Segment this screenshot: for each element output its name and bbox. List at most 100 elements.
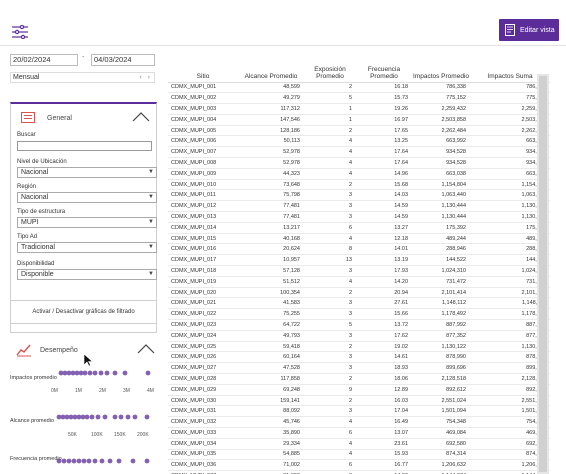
toggle-filter-charts-button[interactable]: Activar / Desactivar gráficas de filtrad… [10, 300, 157, 324]
table-row[interactable]: CDMX_MUPI_020 100,354 2 20.94 2,101,414 2,101… [168, 287, 550, 299]
cell-reach: 40,168 [238, 233, 304, 245]
end-date-input[interactable]: 04/03/2024 [91, 54, 155, 66]
cell-impacts-avg: 2,503,858 [412, 114, 470, 126]
metric-label-reach: Alcance promedio [10, 418, 55, 424]
cell-impacts-avg: 692,580 [412, 438, 470, 450]
col-header-impacts-sum[interactable]: Impactos Suma [470, 52, 550, 83]
col-header-exposure[interactable]: Exposición Promedio [304, 52, 356, 83]
table-row[interactable]: CDMX_MUPI_031 88,092 3 17.04 1,501,094 1,501,… [168, 405, 550, 418]
cell-frequency: 16.18 [356, 82, 412, 94]
filter-menu-icon[interactable] [12, 25, 28, 39]
table-row[interactable]: CDMX_MUPI_013 77,481 3 14.59 1,130,444 1,130,… [168, 211, 550, 223]
col-header-impacts-avg[interactable]: Impactos Promedio [412, 52, 470, 83]
reach-dot-strip[interactable] [55, 414, 153, 420]
table-row[interactable]: CDMX_MUPI_018 57,128 3 17.93 1,024,310 1,024,… [168, 265, 550, 277]
table-row[interactable]: CDMX_MUPI_011 75,798 3 14.03 1,063,440 1,063,… [168, 189, 550, 202]
cell-frequency: 17.65 [356, 125, 412, 137]
cell-frequency: 23.61 [356, 438, 412, 450]
col-header-frequency[interactable]: Frecuencia Promedio [356, 52, 412, 83]
location-select[interactable]: Nacional ▼ [17, 167, 157, 178]
cell-site: CDMX_MUPI_007 [168, 146, 238, 159]
table-row[interactable]: CDMX_MUPI_025 59,418 2 19.02 1,130,122 1,130,… [168, 341, 550, 353]
table-row[interactable]: CDMX_MUPI_036 71,002 6 16.77 1,206,632 1,206,… [168, 459, 550, 472]
cell-frequency: 16.49 [356, 416, 412, 428]
mouse-cursor-icon [84, 354, 93, 367]
collapse-caret-icon[interactable] [137, 344, 155, 354]
general-filters: General Buscar Nivel de Ubicación Nacion… [10, 102, 157, 333]
cell-site: CDMX_MUPI_004 [168, 114, 238, 126]
cell-exposure: 3 [304, 351, 356, 364]
frequency-dot-strip[interactable] [55, 458, 153, 464]
cell-impacts-avg: 877,352 [412, 330, 470, 342]
period-select[interactable]: Mensual ‹ › [10, 72, 155, 83]
region-select[interactable]: Nacional ▼ [17, 192, 157, 203]
ad-type-select[interactable]: Tradicional ▼ [17, 242, 157, 253]
start-date-input[interactable]: 20/02/2024 [10, 54, 78, 66]
table-row[interactable]: CDMX_MUPI_022 75,255 3 15.66 1,178,492 1,178,… [168, 308, 550, 321]
cell-impacts-sum: 2,262,484 [470, 125, 550, 137]
location-value: Nacional [21, 169, 49, 176]
table-row[interactable]: CDMX_MUPI_003 117,312 1 19.26 2,259,432 2,259… [168, 103, 550, 115]
edit-view-button[interactable]: Editar vista [499, 19, 559, 41]
col-header-site[interactable]: Sitio [168, 52, 238, 83]
cell-exposure: 2 [304, 287, 356, 299]
cell-exposure: 2 [304, 82, 356, 94]
table-row[interactable]: CDMX_MUPI_005 128,186 2 17.65 2,262,484 2,262… [168, 125, 550, 137]
cell-impacts-avg: 731,472 [412, 276, 470, 288]
cell-frequency: 18.06 [356, 373, 412, 385]
search-input[interactable] [17, 141, 152, 151]
cell-frequency: 14.96 [356, 168, 412, 180]
axis-tick: 200K [137, 432, 149, 438]
impacts-dot-strip[interactable] [55, 370, 153, 376]
cell-impacts-sum: 754,348 [470, 416, 550, 428]
table-row[interactable]: CDMX_MUPI_004 147,546 1 16.97 2,503,858 2,503… [168, 114, 550, 126]
table-row[interactable]: CDMX_MUPI_030 159,141 2 16.03 2,551,024 2,551… [168, 395, 550, 407]
table-row[interactable]: CDMX_MUPI_012 77,481 3 14.59 1,130,444 1,130,… [168, 200, 550, 213]
table-row[interactable]: CDMX_MUPI_021 41,583 3 27.61 1,148,112 1,148,… [168, 297, 550, 310]
cell-impacts-sum: 692,580 [470, 438, 550, 450]
cell-frequency: 17.93 [356, 265, 412, 277]
cell-site: CDMX_MUPI_032 [168, 416, 238, 428]
cell-impacts-avg: 934,528 [412, 146, 470, 159]
table-scrollbar-thumb[interactable] [539, 76, 547, 472]
cell-site: CDMX_MUPI_005 [168, 125, 238, 137]
col-header-reach[interactable]: Alcance Promedio [238, 52, 304, 83]
table-header-row: Sitio Alcance Promedio Exposición Promed… [168, 52, 550, 83]
cell-impacts-avg: 2,551,024 [412, 395, 470, 407]
sites-table: Sitio Alcance Promedio Exposición Promed… [168, 52, 550, 474]
cell-exposure: 4 [304, 233, 356, 245]
availability-select[interactable]: Disponible ▼ [17, 269, 157, 280]
period-nav-arrows[interactable]: ‹ › [139, 74, 152, 81]
structure-select[interactable]: MUPI ▼ [17, 217, 157, 228]
collapse-caret-icon[interactable] [132, 112, 150, 122]
table-row[interactable]: CDMX_MUPI_028 117,858 2 18.06 2,128,518 2,128… [168, 373, 550, 385]
cell-frequency: 16.03 [356, 395, 412, 407]
cell-impacts-sum: 887,992 [470, 319, 550, 331]
cell-reach: 45,746 [238, 416, 304, 428]
cell-reach: 88,092 [238, 405, 304, 418]
filter-label-region: Región [17, 184, 37, 190]
cell-exposure: 6 [304, 427, 356, 439]
table-row[interactable]: CDMX_MUPI_010 73,648 2 15.68 1,154,804 1,154,… [168, 179, 550, 191]
cell-reach: 48,599 [238, 82, 304, 94]
